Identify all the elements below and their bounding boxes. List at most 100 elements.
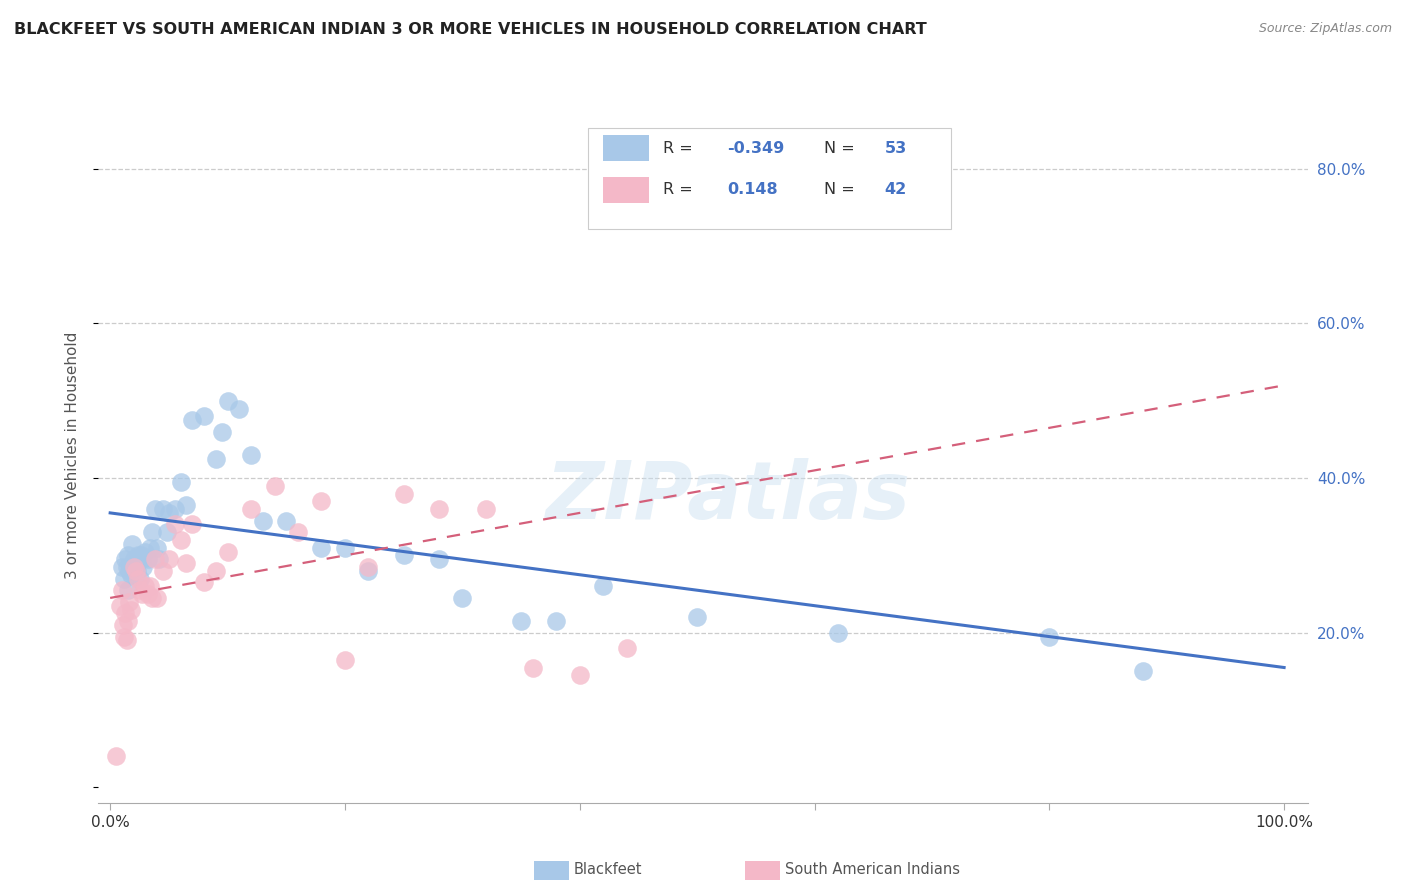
Point	[1132, 665, 1154, 679]
Point	[1038, 630, 1060, 644]
Point	[146, 541, 169, 555]
Y-axis label: 3 or more Vehicles in Household: 3 or more Vehicles in Household	[65, 331, 80, 579]
Point	[120, 567, 142, 582]
Point	[157, 506, 180, 520]
Point	[311, 494, 333, 508]
Point	[108, 599, 131, 613]
Point	[118, 564, 141, 578]
Point	[152, 502, 174, 516]
Point	[686, 610, 709, 624]
Point	[139, 541, 162, 555]
Point	[592, 579, 614, 593]
Point	[568, 668, 591, 682]
Point	[127, 549, 149, 563]
Bar	[603, 177, 648, 203]
Point	[204, 451, 226, 466]
Text: N =: N =	[824, 141, 860, 155]
Point	[115, 633, 138, 648]
Point	[143, 502, 166, 516]
Point	[211, 425, 233, 439]
Point	[311, 541, 333, 555]
Point	[176, 556, 198, 570]
Point	[163, 517, 186, 532]
FancyBboxPatch shape	[588, 128, 950, 229]
Text: Blackfeet: Blackfeet	[574, 863, 643, 877]
Point	[105, 749, 128, 764]
Point	[152, 564, 174, 578]
Point	[122, 552, 145, 566]
Point	[240, 448, 263, 462]
Point	[117, 614, 139, 628]
Point	[143, 552, 166, 566]
Point	[131, 552, 153, 566]
Point	[392, 486, 415, 500]
Point	[115, 560, 138, 574]
Point	[276, 514, 298, 528]
Point	[475, 502, 498, 516]
Point	[136, 587, 159, 601]
Point	[114, 607, 136, 621]
Point	[125, 564, 148, 578]
Point	[827, 625, 849, 640]
Point	[120, 560, 142, 574]
Point	[252, 514, 274, 528]
Text: N =: N =	[824, 182, 860, 197]
Point	[451, 591, 474, 605]
Point	[217, 393, 239, 408]
Point	[193, 575, 215, 590]
Point	[111, 560, 134, 574]
Point	[181, 517, 204, 532]
Point	[510, 614, 533, 628]
Point	[176, 498, 198, 512]
Point	[125, 560, 148, 574]
Point	[134, 544, 156, 558]
Text: South American Indians: South American Indians	[785, 863, 959, 877]
Point	[134, 579, 156, 593]
Point	[333, 541, 356, 555]
Text: 0.148: 0.148	[727, 182, 778, 197]
Point	[146, 591, 169, 605]
Point	[157, 552, 180, 566]
Point	[141, 525, 163, 540]
Point	[163, 502, 186, 516]
Text: -0.349: -0.349	[727, 141, 785, 155]
Point	[131, 587, 153, 601]
Text: Source: ZipAtlas.com: Source: ZipAtlas.com	[1258, 22, 1392, 36]
Point	[114, 552, 136, 566]
Point	[112, 572, 135, 586]
Text: R =: R =	[664, 141, 697, 155]
Point	[263, 479, 285, 493]
Point	[287, 525, 309, 540]
Point	[169, 475, 191, 489]
Point	[128, 572, 150, 586]
Point	[112, 618, 135, 632]
Point	[122, 560, 145, 574]
Point	[217, 544, 239, 558]
Point	[427, 552, 450, 566]
Point	[132, 560, 155, 574]
Point	[240, 502, 263, 516]
Point	[117, 583, 139, 598]
Text: ZIPatlas: ZIPatlas	[544, 458, 910, 536]
Point	[427, 502, 450, 516]
Point	[121, 537, 143, 551]
Text: R =: R =	[664, 182, 697, 197]
Point	[392, 549, 415, 563]
Point	[357, 564, 380, 578]
Point	[204, 564, 226, 578]
Point	[522, 660, 544, 674]
Point	[546, 614, 568, 628]
Point	[111, 583, 134, 598]
Point	[228, 401, 250, 416]
Point	[169, 533, 191, 547]
Bar	[603, 135, 648, 161]
Point	[357, 560, 380, 574]
Point	[193, 409, 215, 424]
Point	[139, 579, 162, 593]
Point	[141, 591, 163, 605]
Point	[127, 564, 149, 578]
Point	[129, 549, 152, 563]
Point	[120, 602, 142, 616]
Point	[117, 549, 139, 563]
Point	[127, 572, 149, 586]
